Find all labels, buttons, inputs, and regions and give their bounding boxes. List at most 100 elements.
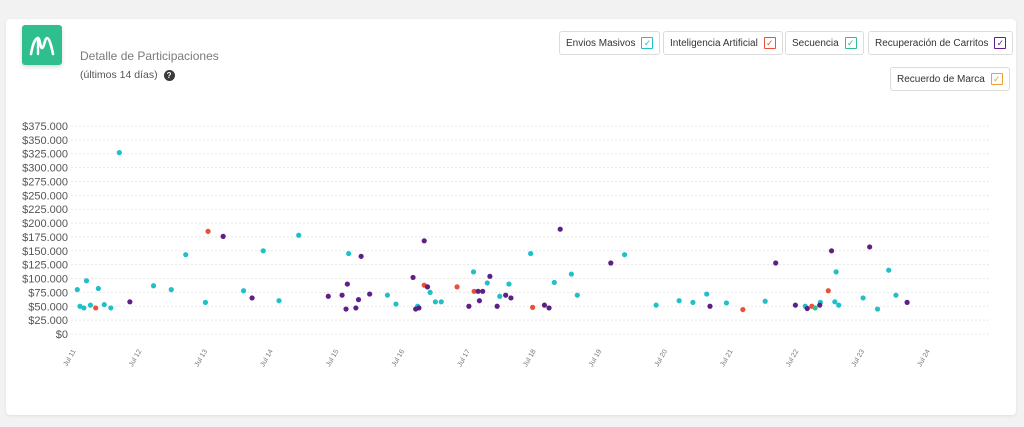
data-point [108, 305, 114, 311]
data-point [530, 304, 536, 310]
x-tick-label: Jul 19 [588, 348, 603, 368]
data-point [346, 250, 352, 257]
data-point [344, 281, 350, 287]
data-point [424, 284, 431, 290]
app-logo [22, 25, 62, 65]
data-point [476, 298, 482, 304]
data-point [343, 306, 349, 312]
data-point [427, 289, 433, 295]
data-point [471, 288, 477, 294]
logo-icon [29, 36, 55, 56]
legend-label: Inteligencia Artificial [670, 37, 758, 49]
data-point [74, 287, 80, 293]
data-point [83, 278, 90, 284]
data-point [93, 305, 99, 311]
x-tick-label: Jul 11 [63, 348, 78, 367]
x-tick-label: Jul 15 [325, 348, 340, 368]
x-tick-label: Jul 14 [259, 348, 274, 368]
y-tick-label: $325.000 [22, 149, 68, 161]
x-tick-label: Jul 20 [654, 348, 669, 368]
legend-toggle-recuerdo-de-marca[interactable]: Recuerdo de Marca ✓ [890, 67, 1010, 91]
data-point [833, 269, 839, 275]
data-point [81, 305, 87, 311]
checkbox-checked-icon[interactable]: ✓ [763, 37, 776, 49]
data-point [339, 292, 345, 298]
legend-toggle-secuencia[interactable]: Secuencia ✓ [785, 31, 864, 55]
data-point [825, 288, 831, 294]
data-point [874, 306, 881, 312]
data-point [325, 293, 331, 299]
y-tick-label: $50.000 [28, 301, 68, 313]
data-point [557, 226, 563, 232]
y-tick-label: $0 [56, 329, 68, 341]
data-point [704, 291, 710, 297]
data-point [503, 292, 509, 298]
data-point [487, 273, 493, 279]
y-tick-label: $225.000 [22, 204, 68, 216]
data-point [77, 303, 83, 309]
y-tick-label: $300.000 [22, 163, 68, 175]
data-point [358, 253, 364, 259]
legend-toggle-recuperacion-de-carritos[interactable]: Recuperación de Carritos ✓ [868, 31, 1014, 55]
y-tick-label: $250.000 [22, 190, 68, 202]
data-point [87, 302, 94, 308]
data-point [393, 301, 399, 307]
legend-toggle-inteligencia-artificial[interactable]: Inteligencia Artificial ✓ [663, 31, 783, 55]
checkbox-checked-icon[interactable]: ✓ [994, 37, 1007, 49]
x-tick-label: Jul 24 [916, 348, 931, 368]
legend-label: Envios Masivos [566, 37, 636, 49]
data-point [528, 250, 534, 257]
y-tick-label: $75.000 [28, 287, 68, 299]
x-tick-label: Jul 22 [785, 348, 800, 368]
data-point [568, 271, 574, 277]
data-point [836, 302, 842, 308]
data-point [860, 295, 866, 301]
y-tick-label: $150.000 [22, 246, 68, 258]
data-point [168, 287, 174, 293]
y-tick-label: $125.000 [22, 260, 68, 272]
data-point [127, 299, 133, 305]
data-point [551, 279, 557, 286]
data-point [574, 292, 580, 298]
help-icon[interactable]: ? [163, 69, 175, 81]
y-tick-label: $375.000 [22, 121, 68, 133]
data-point [95, 285, 101, 292]
data-point [438, 299, 444, 305]
x-tick-label: Jul 17 [457, 348, 472, 368]
checkbox-checked-icon[interactable]: ✓ [844, 37, 857, 49]
x-tick-label: Jul 13 [194, 348, 209, 368]
data-point [676, 298, 682, 304]
legend-toggle-envios-masivos[interactable]: Envios Masivos ✓ [559, 31, 661, 55]
checkbox-checked-icon[interactable]: ✓ [641, 37, 654, 49]
legend-label: Recuperación de Carritos [875, 37, 989, 49]
y-tick-label: $100.000 [22, 274, 68, 286]
data-point [202, 299, 209, 305]
data-point [690, 299, 696, 305]
data-point [832, 299, 838, 305]
data-point [484, 280, 490, 286]
data-point [150, 283, 157, 289]
x-tick-label: Jul 23 [851, 348, 866, 368]
data-point [893, 292, 899, 298]
data-point [432, 299, 438, 305]
legend-label: Recuerdo de Marca [897, 73, 985, 85]
data-point [410, 274, 416, 281]
data-point [608, 260, 614, 266]
data-point [817, 302, 823, 308]
data-point [546, 305, 552, 311]
y-tick-label: $275.000 [22, 176, 68, 188]
data-point [205, 228, 211, 234]
x-tick-label: Jul 18 [522, 348, 537, 368]
page-subtitle: (últimos 14 días) ? [80, 69, 175, 81]
data-point [904, 299, 910, 305]
checkbox-checked-icon[interactable]: ✓ [990, 73, 1003, 85]
data-point [249, 295, 255, 301]
data-point [367, 291, 373, 297]
data-point [653, 302, 659, 308]
data-point [762, 298, 768, 304]
data-point [353, 305, 359, 311]
data-point [707, 303, 713, 309]
data-point [276, 298, 282, 304]
data-point [183, 252, 189, 258]
legend-label: Secuencia [792, 37, 839, 49]
